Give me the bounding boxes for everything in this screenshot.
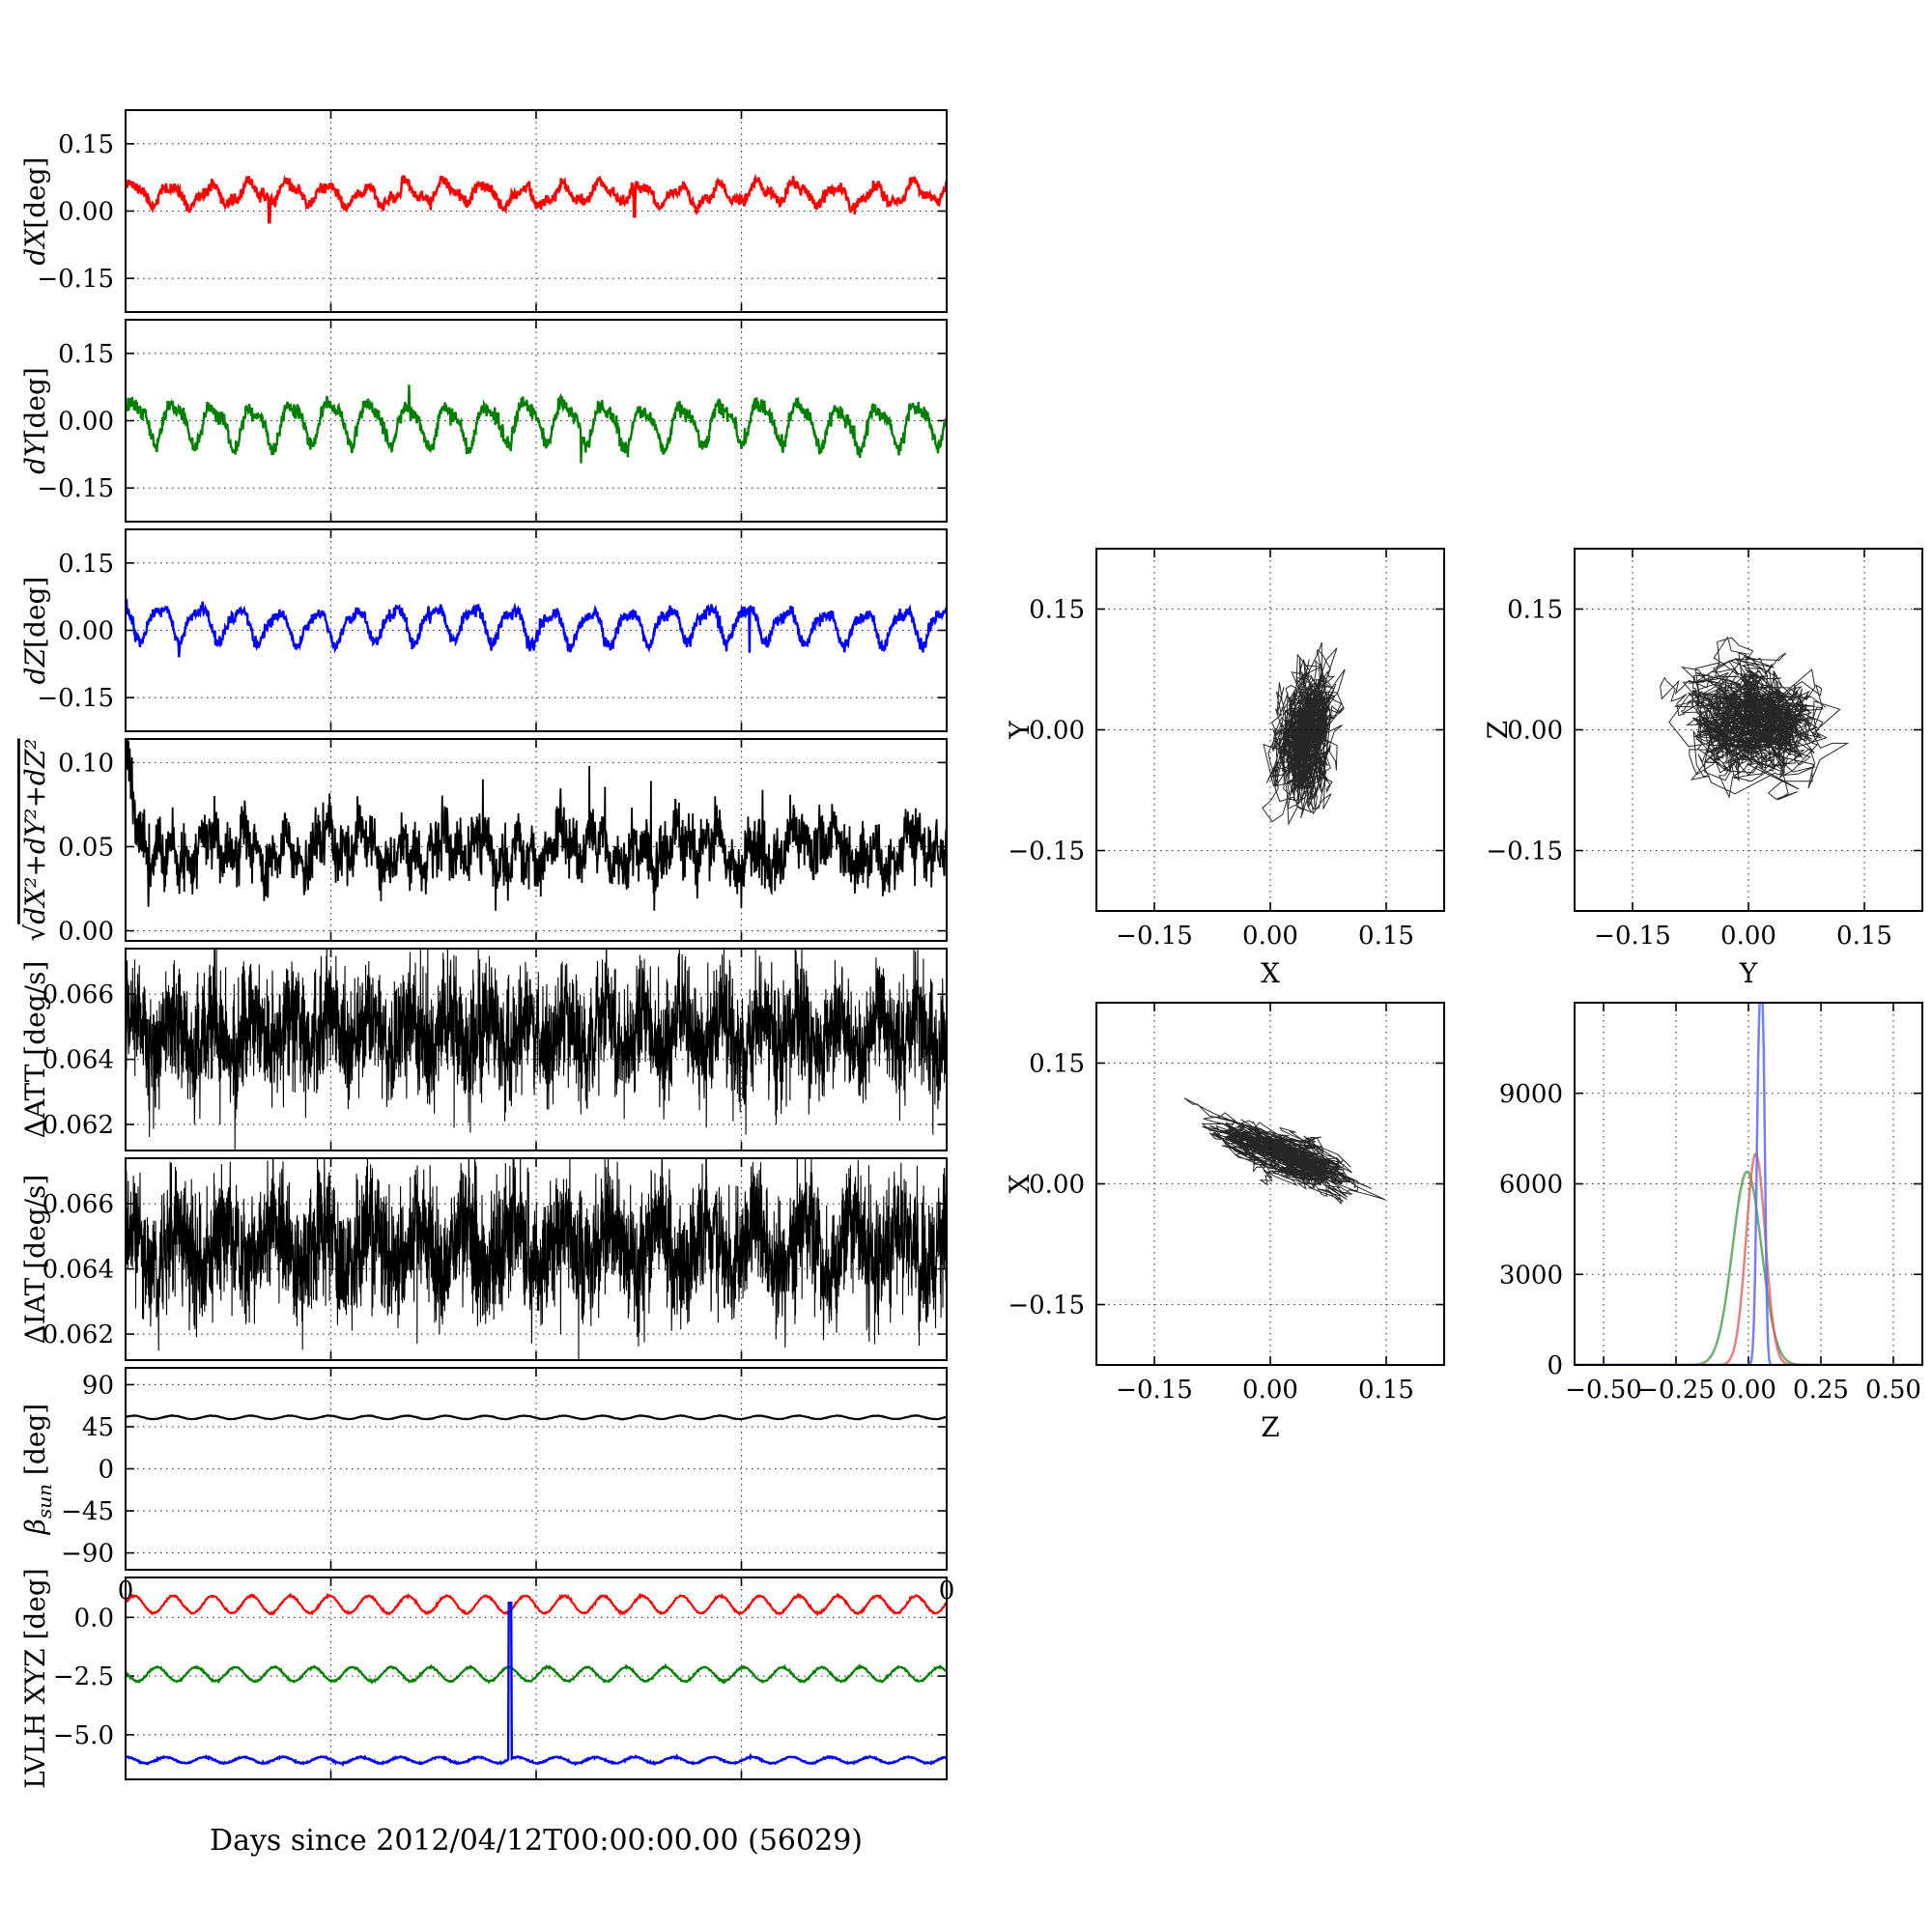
svg-text:−0.50: −0.50 bbox=[1565, 1376, 1642, 1405]
svg-text:0.00: 0.00 bbox=[58, 408, 114, 437]
svg-text:0.00: 0.00 bbox=[1242, 922, 1298, 951]
svg-text:dX[deg]: dX[deg] bbox=[19, 156, 51, 265]
svg-text:0.062: 0.062 bbox=[43, 1321, 114, 1350]
svg-text:90: 90 bbox=[82, 1371, 114, 1400]
svg-text:0.00: 0.00 bbox=[1029, 1171, 1085, 1200]
svg-text:ΔIAT [deg/s]: ΔIAT [deg/s] bbox=[19, 1175, 51, 1345]
svg-text:X: X bbox=[1261, 957, 1280, 989]
svg-text:X: X bbox=[1004, 1174, 1036, 1193]
svg-text:LVLH XYZ [deg]: LVLH XYZ [deg] bbox=[19, 1568, 51, 1788]
svg-text:0.064: 0.064 bbox=[43, 1046, 114, 1075]
histogram-panel: −0.50−0.25 0.00 0.25 0.50 0 3000 6000 9000 bbox=[1499, 1002, 1923, 1405]
svg-text:0.15: 0.15 bbox=[1029, 1050, 1085, 1079]
svg-text:dZ[deg]: dZ[deg] bbox=[19, 577, 51, 685]
svg-text:0.15: 0.15 bbox=[58, 550, 114, 579]
svg-text:−0.15: −0.15 bbox=[37, 684, 114, 713]
svg-text:dY[deg]: dY[deg] bbox=[19, 367, 51, 474]
svg-text:−90: −90 bbox=[61, 1540, 114, 1569]
svg-text:−0.15: −0.15 bbox=[1116, 1376, 1193, 1405]
svg-text:−0.15: −0.15 bbox=[1008, 838, 1085, 867]
svg-text:0.15: 0.15 bbox=[1358, 1376, 1414, 1405]
svg-text:βsun [deg]: βsun [deg] bbox=[19, 1404, 56, 1535]
svg-text:−0.15: −0.15 bbox=[37, 265, 114, 294]
svg-text:0.00: 0.00 bbox=[1507, 717, 1563, 746]
svg-text:0.15: 0.15 bbox=[1836, 922, 1892, 951]
svg-text:0.0: 0.0 bbox=[74, 1604, 114, 1633]
svg-text:0.15: 0.15 bbox=[1029, 596, 1085, 625]
svg-text:0.062: 0.062 bbox=[43, 1111, 114, 1140]
svg-text:0.00: 0.00 bbox=[1242, 1376, 1298, 1405]
svg-text:3000: 3000 bbox=[1499, 1261, 1563, 1290]
scatter-xy: −0.15 0.00 0.15 −0.15 0.00 0.15 Y X bbox=[1004, 548, 1445, 989]
scatter-yz: −0.15 0.00 0.15 −0.15 0.00 0.15 Z Y bbox=[1482, 548, 1923, 989]
x-axis-label: Days since 2012/04/12T00:00:00.00 (56029… bbox=[210, 1824, 863, 1858]
svg-text:0.00: 0.00 bbox=[1720, 922, 1776, 951]
svg-text:0.00: 0.00 bbox=[1720, 1376, 1776, 1405]
svg-text:0.15: 0.15 bbox=[1507, 596, 1563, 625]
svg-text:0.00: 0.00 bbox=[58, 617, 114, 646]
svg-text:45: 45 bbox=[82, 1413, 114, 1442]
svg-text:ΔATT [deg/s]: ΔATT [deg/s] bbox=[19, 961, 51, 1139]
svg-text:0.00: 0.00 bbox=[58, 198, 114, 227]
svg-text:−0.15: −0.15 bbox=[37, 474, 114, 503]
svg-text:0.064: 0.064 bbox=[43, 1256, 114, 1285]
svg-text:−0.15: −0.15 bbox=[1486, 838, 1563, 867]
svg-text:0: 0 bbox=[1547, 1351, 1563, 1380]
svg-text:−0.25: −0.25 bbox=[1637, 1376, 1715, 1405]
svg-text:Z: Z bbox=[1261, 1411, 1279, 1443]
svg-text:−0.15: −0.15 bbox=[1116, 922, 1193, 951]
svg-text:0.15: 0.15 bbox=[58, 340, 114, 369]
svg-text:0.15: 0.15 bbox=[58, 130, 114, 159]
scatter-zx: −0.15 0.00 0.15 −0.15 0.00 0.15 X Z bbox=[1004, 1002, 1445, 1443]
svg-text:√dX²+dY²+dZ²: √dX²+dY²+dZ² bbox=[19, 738, 51, 941]
svg-text:−0.15: −0.15 bbox=[1594, 922, 1671, 951]
svg-text:−0.15: −0.15 bbox=[1008, 1292, 1085, 1321]
svg-text:Y: Y bbox=[1004, 721, 1036, 740]
svg-text:0: 0 bbox=[98, 1456, 114, 1485]
svg-text:0.066: 0.066 bbox=[43, 980, 114, 1009]
svg-text:0.15: 0.15 bbox=[1358, 922, 1414, 951]
svg-text:Z: Z bbox=[1482, 721, 1514, 739]
svg-text:0.25: 0.25 bbox=[1793, 1376, 1849, 1405]
svg-text:−45: −45 bbox=[61, 1497, 114, 1526]
svg-text:−2.5: −2.5 bbox=[53, 1662, 114, 1691]
svg-text:0.00: 0.00 bbox=[58, 918, 114, 947]
svg-text:0.50: 0.50 bbox=[1865, 1376, 1921, 1405]
svg-text:0.05: 0.05 bbox=[58, 833, 114, 862]
svg-text:6000: 6000 bbox=[1499, 1171, 1563, 1200]
svg-text:0.00: 0.00 bbox=[1029, 717, 1085, 746]
svg-text:0.066: 0.066 bbox=[43, 1190, 114, 1219]
svg-text:−5.0: −5.0 bbox=[53, 1721, 114, 1750]
panel-magnitude-timeseries: 0.10 0.05 0.00√dX²+dY²+dZ² bbox=[19, 738, 948, 947]
svg-text:9000: 9000 bbox=[1499, 1080, 1563, 1109]
svg-text:0.10: 0.10 bbox=[58, 749, 114, 778]
svg-text:Y: Y bbox=[1739, 957, 1758, 989]
